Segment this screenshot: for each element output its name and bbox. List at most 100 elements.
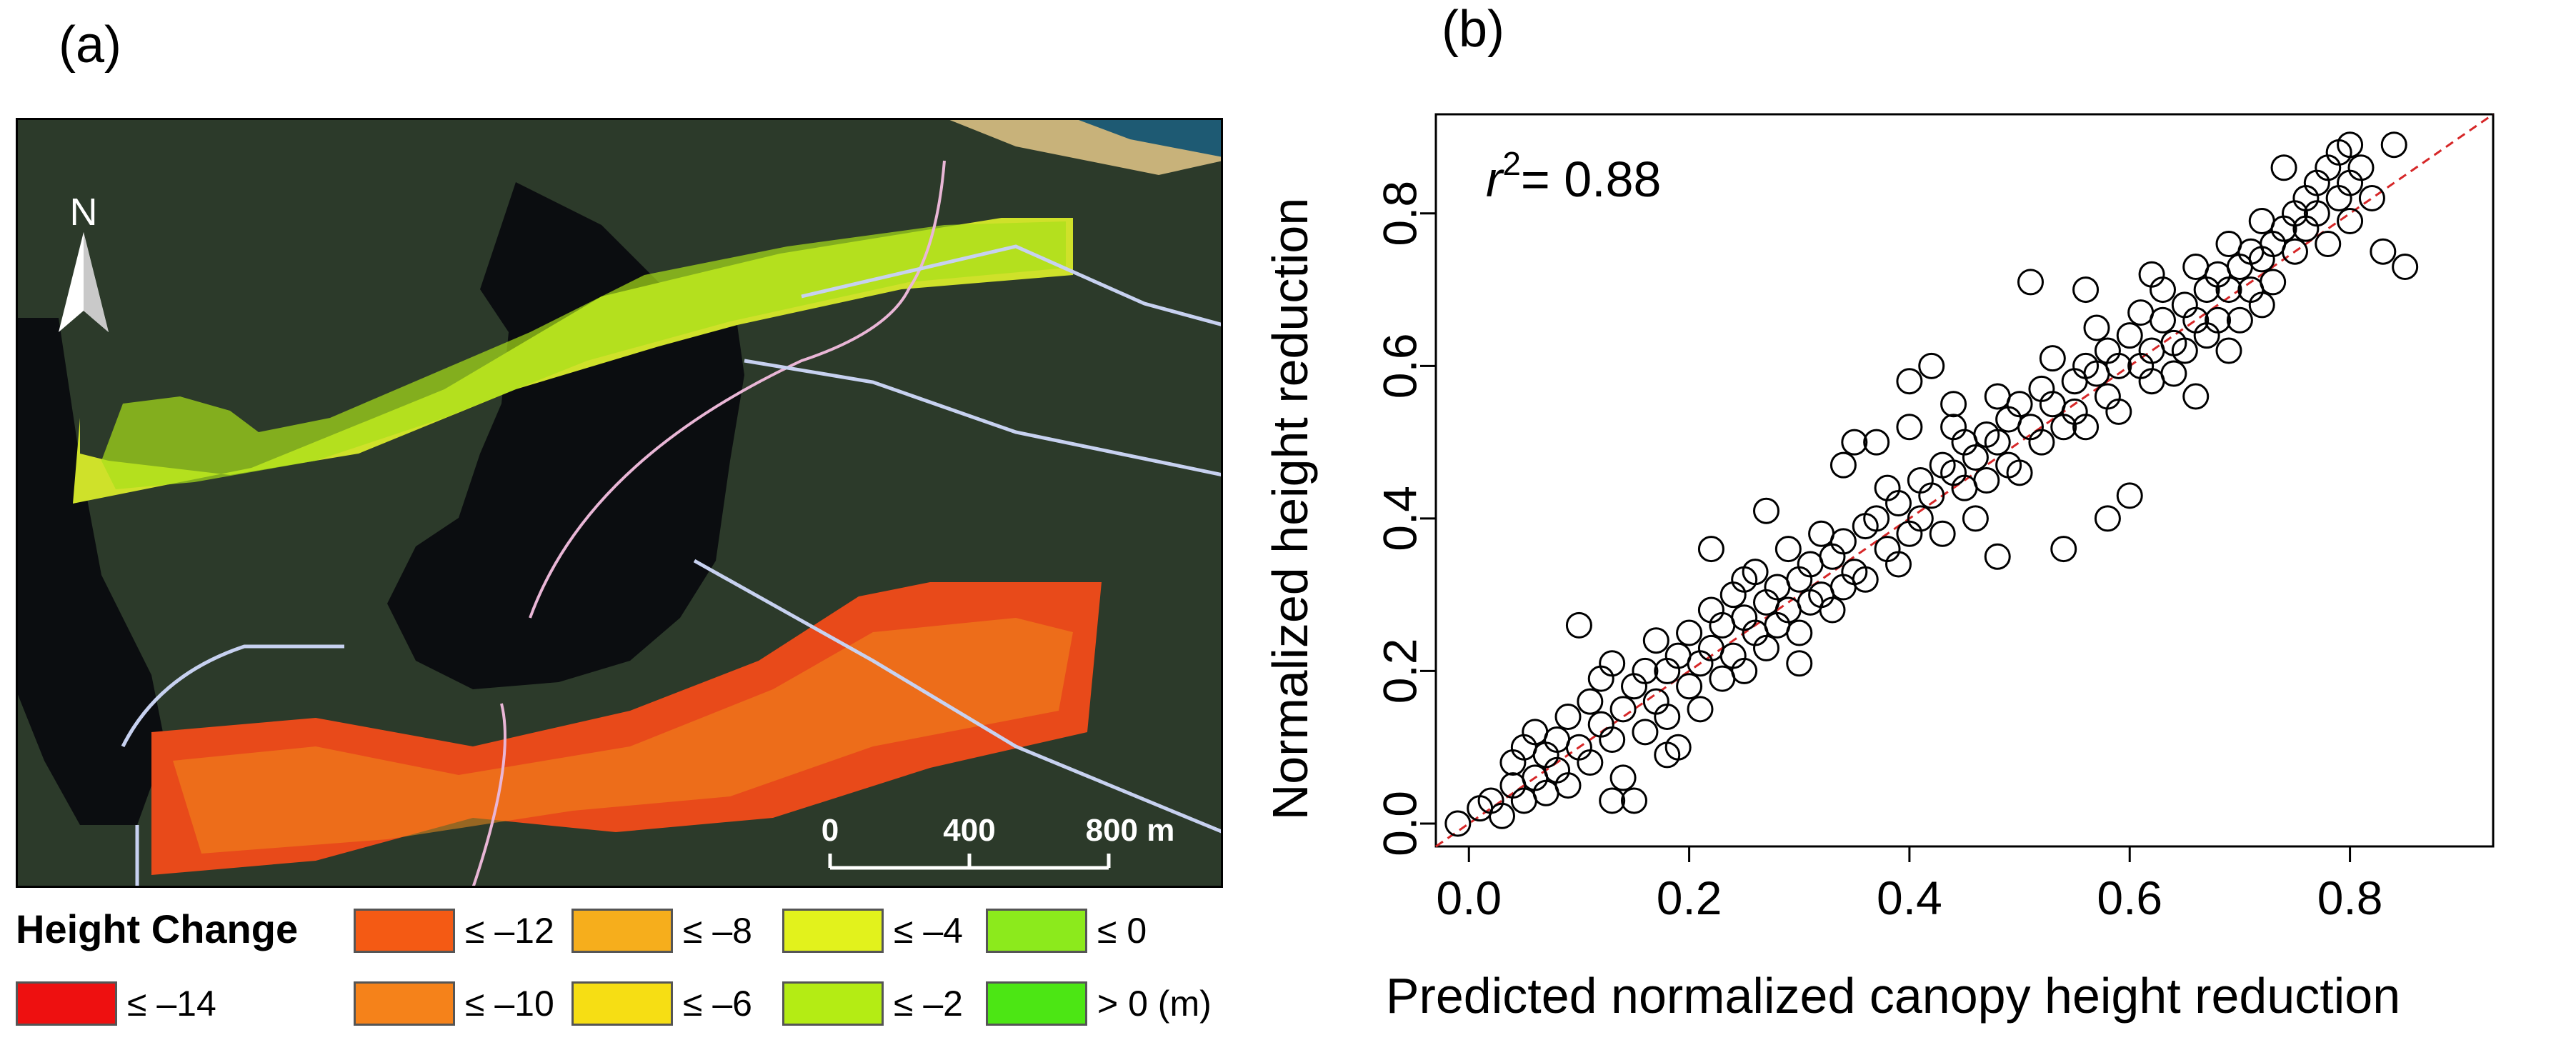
data-point bbox=[1808, 520, 1835, 547]
legend-label: ≤ –4 bbox=[894, 911, 963, 951]
legend-swatch bbox=[16, 981, 117, 1026]
data-point bbox=[1731, 657, 1758, 684]
road-north bbox=[529, 160, 946, 619]
data-point bbox=[1565, 611, 1592, 639]
y-tick-label: 0.2 bbox=[1373, 639, 1426, 704]
legend-item: ≤ –12 bbox=[354, 906, 554, 956]
legend-item: ≤ –8 bbox=[571, 906, 752, 956]
data-point bbox=[2248, 207, 2275, 234]
x-tick-label: 0.8 bbox=[2317, 871, 2383, 924]
data-point bbox=[1654, 741, 1681, 769]
legend-label: ≤ –12 bbox=[465, 911, 554, 951]
data-point bbox=[1940, 391, 1967, 418]
legend-label: > 0 (m) bbox=[1097, 984, 1212, 1024]
legend-swatch bbox=[354, 909, 455, 953]
legend-label: ≤ –6 bbox=[683, 984, 752, 1024]
legend-item: ≤ –6 bbox=[571, 979, 752, 1029]
legend-swatch bbox=[986, 909, 1087, 953]
data-point bbox=[2347, 154, 2375, 181]
transect-south-orange bbox=[173, 618, 1073, 854]
data-point bbox=[2006, 459, 2033, 486]
data-point bbox=[2248, 291, 2275, 319]
data-point bbox=[2072, 414, 2100, 441]
data-point bbox=[2370, 238, 2397, 265]
data-point bbox=[1753, 634, 1779, 661]
data-point bbox=[1896, 368, 1923, 395]
data-point bbox=[2039, 345, 2066, 372]
y-tick-label: 0.6 bbox=[1373, 333, 1426, 399]
data-point bbox=[1885, 490, 1912, 517]
data-point bbox=[1467, 795, 1494, 822]
x-tick-label: 0.0 bbox=[1436, 871, 1502, 924]
legend-item: ≤ –10 bbox=[354, 979, 554, 1029]
panel-label-b: (b) bbox=[1442, 1, 1504, 58]
data-point bbox=[2315, 231, 2342, 258]
data-point bbox=[1687, 696, 1714, 723]
data-point bbox=[2006, 391, 2033, 418]
scale-label-400: 400 bbox=[943, 813, 995, 848]
data-point bbox=[1984, 543, 2011, 570]
data-point bbox=[1829, 451, 1857, 479]
data-point bbox=[1742, 559, 1769, 586]
north-label: N bbox=[70, 191, 98, 234]
data-point bbox=[1896, 414, 1923, 441]
data-point bbox=[1731, 566, 1758, 593]
legend-swatch bbox=[782, 909, 884, 953]
data-point bbox=[2226, 306, 2253, 334]
data-point bbox=[2215, 337, 2242, 364]
data-point bbox=[2116, 322, 2143, 349]
legend-item: ≤ 0 bbox=[986, 906, 1147, 956]
data-point bbox=[2182, 383, 2210, 410]
legend-label: ≤ –10 bbox=[465, 984, 554, 1024]
data-point bbox=[2094, 505, 2121, 532]
legend-label: ≤ 0 bbox=[1097, 911, 1147, 951]
data-point bbox=[1489, 802, 1515, 829]
scale-label-0: 0 bbox=[822, 813, 839, 848]
data-point bbox=[2358, 184, 2385, 211]
data-point bbox=[1841, 429, 1868, 456]
data-point bbox=[2205, 306, 2232, 334]
ocean bbox=[1073, 118, 1223, 157]
data-point bbox=[2083, 314, 2110, 341]
data-point bbox=[1863, 429, 1890, 456]
data-point bbox=[1885, 551, 1912, 578]
data-point bbox=[2392, 254, 2419, 281]
data-point bbox=[1444, 810, 1472, 837]
data-point bbox=[2182, 254, 2210, 281]
data-point bbox=[2050, 536, 2077, 563]
legend-swatch bbox=[571, 909, 673, 953]
data-point bbox=[1852, 513, 1879, 540]
data-point bbox=[1995, 451, 2022, 479]
data-point bbox=[2171, 337, 2198, 364]
legend-item: ≤ –4 bbox=[782, 906, 963, 956]
data-point bbox=[2215, 276, 2242, 304]
data-point bbox=[1863, 505, 1890, 532]
data-point bbox=[1697, 536, 1724, 563]
data-point bbox=[2282, 238, 2308, 265]
scale-bar: 0 400 800 m bbox=[822, 813, 1174, 870]
data-point bbox=[1599, 726, 1626, 754]
data-point bbox=[1599, 787, 1626, 814]
data-point bbox=[2028, 429, 2055, 456]
scatter-plot: 0.0 0.2 0.4 0.6 0.8 0.0 0.2 0.4 0.6 0.8 Predicted … bbox=[1262, 113, 2495, 1024]
data-point bbox=[1621, 787, 1647, 814]
legend-swatch bbox=[571, 981, 673, 1026]
data-point bbox=[2337, 207, 2364, 234]
map-border bbox=[16, 118, 1223, 888]
data-point bbox=[1984, 429, 2011, 456]
y-axis-label: Normalized height reduction bbox=[1262, 198, 1318, 821]
legend-swatch bbox=[986, 981, 1087, 1026]
north-arrow: N bbox=[59, 191, 109, 332]
data-point bbox=[1676, 619, 1703, 646]
data-point bbox=[1632, 719, 1659, 746]
data-point bbox=[1973, 467, 2000, 494]
data-point bbox=[2215, 231, 2242, 258]
legend-swatch bbox=[354, 981, 455, 1026]
data-point bbox=[1918, 352, 1945, 379]
data-point bbox=[2083, 360, 2110, 387]
data-point bbox=[1819, 596, 1846, 624]
data-point bbox=[1797, 589, 1824, 616]
data-point bbox=[2160, 360, 2187, 387]
data-point bbox=[1554, 703, 1582, 730]
x-tick-label: 0.2 bbox=[1657, 871, 1722, 924]
